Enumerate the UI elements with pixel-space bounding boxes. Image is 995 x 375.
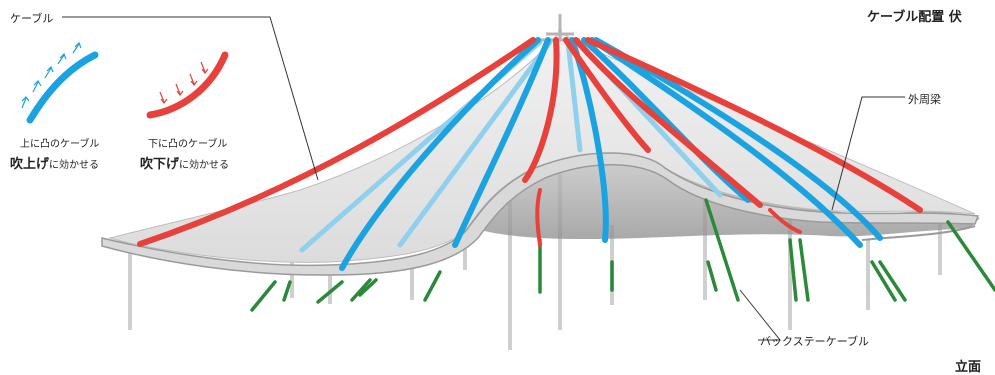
backstay-callout-label: バックステーケーブル (760, 335, 870, 348)
up-arrow-icons (21, 41, 82, 109)
red-cables (137, 37, 923, 247)
outer-beam-callout-label: 外周梁 (908, 93, 941, 106)
cable-callout-label: ケーブル (10, 12, 54, 25)
diagram-title: ケーブル配置 伏 (867, 10, 962, 25)
elevation-label: 立面 (955, 360, 982, 375)
downward-effect-rest: に効かせる (179, 160, 230, 171)
down-arrow-icons (159, 61, 209, 104)
downward-cable-effect: 吹下げに効かせる (140, 153, 229, 172)
upward-cable-effect: 吹上げに効かせる (10, 153, 99, 172)
legend-upward-cable (21, 41, 99, 124)
backstay-cables (250, 198, 995, 312)
mast-top (540, 14, 580, 42)
upward-effect-rest: に効かせる (49, 160, 100, 171)
downward-cable-caption: 下に凸のケーブル (148, 139, 228, 150)
leader-lines (62, 16, 905, 341)
downward-effect-strong: 吹下げ (140, 157, 180, 172)
upward-effect-strong: 吹上げ (10, 157, 50, 172)
legend-downward-cable (146, 51, 229, 119)
upward-cable-caption: 上に凸のケーブル (20, 139, 100, 150)
